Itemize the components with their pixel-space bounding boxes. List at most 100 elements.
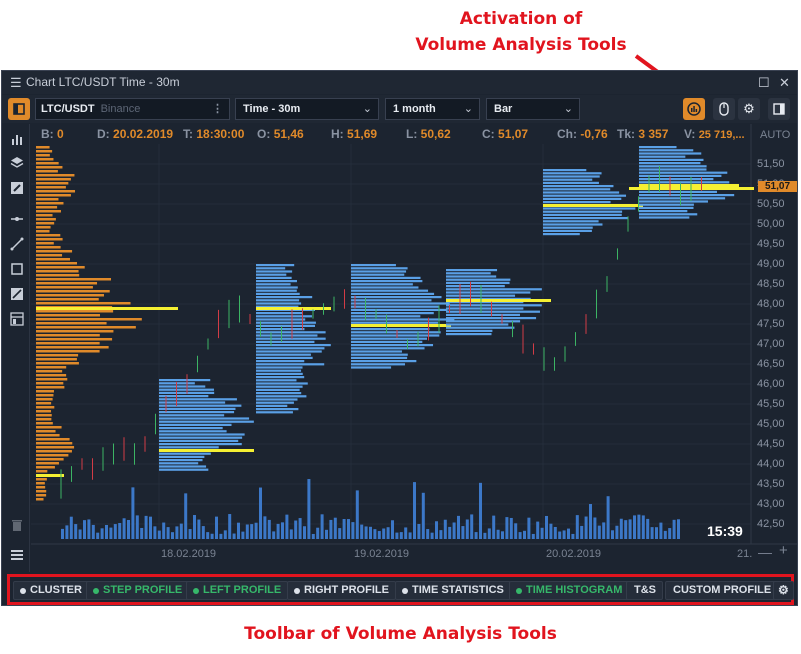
- maximize-icon[interactable]: ☐: [758, 75, 770, 90]
- auto-scale-label[interactable]: AUTO: [760, 129, 791, 141]
- mouse-icon[interactable]: [713, 98, 735, 120]
- step-profile-bar: [256, 404, 288, 407]
- info-b: B: 0: [41, 127, 64, 141]
- gear-icon[interactable]: ⚙: [738, 98, 760, 120]
- step-profile-bar: [256, 264, 295, 267]
- step-profile-bar: [639, 194, 735, 197]
- zoom-in-icon[interactable]: +: [779, 542, 788, 559]
- step-profile-bar: [256, 408, 299, 411]
- cluster-label: CLUSTER: [30, 584, 82, 596]
- sidebar-icon[interactable]: [768, 98, 790, 120]
- volume-bar: [461, 526, 465, 539]
- step-profile-bar: [256, 363, 325, 366]
- step-profile-bar: [639, 200, 708, 203]
- left-profile-poc: [36, 474, 64, 477]
- volume-bar: [448, 526, 452, 539]
- volume-bar: [232, 533, 236, 539]
- left-profile-bar: [36, 150, 53, 153]
- rectangle-icon[interactable]: [9, 262, 25, 278]
- volume-bar: [281, 522, 284, 539]
- step-profile-bar: [543, 201, 611, 204]
- zoom-out-icon[interactable]: —: [758, 544, 772, 560]
- custom-profile-button[interactable]: CUSTOM PROFILE: [665, 581, 779, 600]
- step-profile-bar: [256, 392, 302, 395]
- volume-bar: [109, 527, 113, 539]
- chart-area[interactable]: B: 0 D: 20.02.2019 T: 18:30:00 O: 51,46 …: [31, 124, 797, 574]
- time-statistics-button[interactable]: TIME STATISTICS: [395, 581, 511, 600]
- date-label-21: 21.: [737, 548, 753, 560]
- volume-bar: [210, 533, 214, 539]
- volume-bar: [531, 533, 535, 539]
- period-dropdown[interactable]: 1 month ⌄: [385, 98, 480, 120]
- volume-bar: [377, 531, 381, 539]
- ts-button[interactable]: T&S: [626, 581, 663, 600]
- volume-bar: [611, 530, 614, 539]
- step-profile-poc: [351, 324, 451, 327]
- info-ticks: Tk: 3 357: [617, 127, 669, 141]
- more-icon[interactable]: ⋮: [212, 103, 223, 115]
- trend-line-icon[interactable]: [9, 237, 25, 253]
- step-profile-bar: [543, 197, 622, 200]
- step-profile-bar: [256, 398, 298, 401]
- horizontal-line-icon[interactable]: [9, 212, 25, 228]
- left-profile-bar: [36, 490, 47, 493]
- price-chart[interactable]: [31, 124, 797, 574]
- template-icon[interactable]: [9, 312, 25, 328]
- right-profile-button[interactable]: RIGHT PROFILE: [287, 581, 396, 600]
- price-tick-label: 47,00: [757, 338, 785, 350]
- step-profile-bar: [256, 376, 305, 379]
- step-profile-bar: [256, 388, 300, 391]
- step-profile-bar: [446, 333, 492, 336]
- date-label-19-02: 19.02.2019: [354, 548, 410, 560]
- indicators-icon[interactable]: [9, 132, 25, 148]
- volume-bar: [399, 532, 403, 539]
- layout-toggle-icon[interactable]: [8, 98, 30, 120]
- chevron-down-icon: ⌄: [463, 103, 473, 115]
- step-profile-bar: [639, 168, 707, 171]
- left-profile-bar: [36, 322, 107, 325]
- pencil-icon[interactable]: [9, 181, 25, 197]
- trash-icon[interactable]: [9, 518, 25, 534]
- step-profile-bar: [543, 213, 622, 216]
- price-tick-label: 45,50: [757, 398, 785, 410]
- step-profile-bar: [351, 267, 408, 270]
- volume-bar: [465, 519, 469, 539]
- volume-bar: [201, 526, 205, 539]
- step-profile-bar: [159, 395, 209, 398]
- left-profile-bar: [36, 354, 79, 357]
- step-profile-bar: [159, 439, 239, 442]
- left-profile-bar: [36, 222, 55, 225]
- step-profile-bar: [159, 420, 254, 423]
- gear-icon[interactable]: ⚙: [773, 581, 794, 600]
- volume-bar: [364, 526, 368, 539]
- step-profile-bar: [256, 280, 297, 283]
- cluster-button[interactable]: CLUSTER: [13, 581, 89, 600]
- menu-icon[interactable]: ☰: [10, 75, 22, 90]
- volume-bar: [373, 529, 377, 539]
- left-profile-bar: [36, 154, 50, 157]
- volume-analysis-toolbar: CLUSTER STEP PROFILE LEFT PROFILE RIGHT …: [7, 574, 794, 605]
- list-icon[interactable]: [9, 548, 25, 564]
- left-profile-button[interactable]: LEFT PROFILE: [186, 581, 289, 600]
- annotation-activation-line1: Activation of: [459, 9, 583, 29]
- step-profile-button[interactable]: STEP PROFILE: [86, 581, 190, 600]
- time-histogram-button[interactable]: TIME HISTOGRAM: [509, 581, 630, 600]
- step-profile-bar: [639, 171, 728, 174]
- step-profile-bar: [446, 288, 542, 291]
- chart-type-dropdown[interactable]: Bar ⌄: [486, 98, 580, 120]
- step-profile-bar: [159, 443, 242, 446]
- step-profile-bar: [256, 379, 297, 382]
- volume-analysis-icon[interactable]: [683, 98, 705, 120]
- layers-icon[interactable]: [9, 156, 25, 172]
- step-profile-bar: [543, 185, 614, 188]
- magic-tool-icon[interactable]: [9, 287, 25, 303]
- timeframe-dropdown[interactable]: Time - 30m ⌄: [235, 98, 379, 120]
- symbol-selector[interactable]: LTC/USDT Binance ⋮: [35, 98, 230, 120]
- volume-bar: [197, 519, 201, 539]
- step-profile-bar: [543, 191, 620, 194]
- step-profile-bar: [159, 430, 227, 433]
- price-tick-label: 46,00: [757, 378, 785, 390]
- left-profile-bar: [36, 378, 68, 381]
- volume-bar: [606, 496, 610, 539]
- close-icon[interactable]: ✕: [779, 75, 790, 90]
